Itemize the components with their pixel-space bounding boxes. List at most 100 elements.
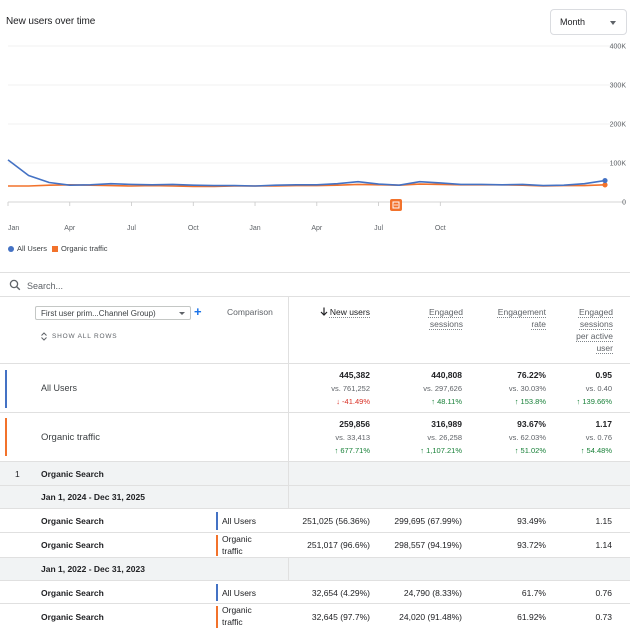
chart-card: New users over time Month 400K 300K 200K 10… xyxy=(0,0,630,270)
annotation-marker[interactable] xyxy=(390,199,402,211)
segment-name: Organic traffic xyxy=(222,534,252,556)
legend-item-all-users[interactable]: All Users xyxy=(8,244,47,253)
segment-name: All Users xyxy=(222,516,257,526)
segment-name: All Users xyxy=(41,383,78,393)
chart-title: New users over time xyxy=(6,16,96,27)
table-row[interactable]: Organic Search All Users 32,654 (4.29%) … xyxy=(0,580,630,603)
x-tick-label: Jul xyxy=(127,225,136,232)
column-divider xyxy=(288,486,289,509)
show-all-rows-label: SHOW ALL ROWS xyxy=(52,333,118,340)
search-input[interactable]: Search... xyxy=(27,281,64,291)
segment-name: All Users xyxy=(222,588,257,598)
chevron-down-icon xyxy=(179,312,185,315)
segment-color-bar xyxy=(216,584,218,601)
arrow-down-icon xyxy=(320,307,328,316)
column-header-new-users[interactable]: New users xyxy=(300,306,370,318)
column-divider xyxy=(288,558,289,581)
cell-new-users: 251,017 (96.6%) xyxy=(307,540,370,550)
table-row[interactable]: Organic Search Organic traffic 32,645 (9… xyxy=(0,603,630,630)
cell-engaged-sessions: 24,790 (8.33%) xyxy=(403,588,462,598)
totals-row-all-users: All Users 445,382 vs. 761,252 ↓ -41.49% … xyxy=(0,363,630,412)
y-tick-label: 0 xyxy=(622,200,626,207)
y-tick-label: 300K xyxy=(610,83,627,90)
metric-new-users: 259,856 vs. 33,413 ↑ 677.71% xyxy=(334,419,370,455)
group-label: Organic Search xyxy=(41,469,104,479)
metric-sessions-per-user: 1.17 vs. 0.76 ↑ 54.48% xyxy=(580,419,612,455)
column-divider xyxy=(288,462,289,486)
cell-sessions-per-user: 0.76 xyxy=(595,588,612,598)
cell-sessions-per-user: 1.15 xyxy=(595,516,612,526)
expand-icon xyxy=(41,332,47,341)
table-header: First user prim...Channel Group) + SHOW … xyxy=(0,297,630,363)
cell-sessions-per-user: 1.14 xyxy=(595,540,612,550)
table-search[interactable]: Search... xyxy=(0,272,630,297)
row-label: Organic Search xyxy=(41,516,104,526)
row-label: Organic Search xyxy=(41,540,104,550)
chevron-down-icon xyxy=(610,21,616,25)
cell-engagement-rate: 93.49% xyxy=(517,516,546,526)
x-tick-label: Jan xyxy=(8,225,19,232)
row-index: 1 xyxy=(15,469,20,479)
search-icon xyxy=(9,279,21,291)
series-endpoint xyxy=(602,182,608,188)
y-tick-label: 200K xyxy=(610,122,627,129)
column-divider xyxy=(288,297,289,461)
period-row: Jan 1, 2024 - Dec 31, 2025 xyxy=(0,485,630,509)
segment-name: Organic traffic xyxy=(41,432,100,443)
legend-swatch xyxy=(52,245,59,252)
segment-color-bar xyxy=(5,418,7,456)
table-row[interactable]: Organic Search All Users 251,025 (56.36%… xyxy=(0,508,630,532)
metric-sessions-per-user: 0.95 vs. 0.40 ↑ 139.66% xyxy=(576,370,612,406)
legend-item-organic-traffic[interactable]: Organic traffic xyxy=(52,244,108,253)
x-tick-label: Jul xyxy=(374,225,383,232)
granularity-select[interactable]: Month xyxy=(550,9,627,35)
legend-label: Organic traffic xyxy=(61,244,108,253)
cell-sessions-per-user: 0.73 xyxy=(595,612,612,622)
line-chart: 400K 300K 200K 100K 0 Jan Apr Jul Oct Jan Apr Jul O… xyxy=(7,44,627,232)
add-dimension-button[interactable]: + xyxy=(194,304,202,319)
chart-legend: All Users Organic traffic xyxy=(8,244,108,253)
period-row: Jan 1, 2022 - Dec 31, 2023 xyxy=(0,557,630,581)
cell-engaged-sessions: 299,695 (67.99%) xyxy=(394,516,462,526)
cell-new-users: 251,025 (56.36%) xyxy=(302,516,370,526)
segment-color-bar xyxy=(216,535,218,556)
cell-engagement-rate: 61.7% xyxy=(521,588,546,598)
row-label: Organic Search xyxy=(41,612,104,622)
metric-new-users: 445,382 vs. 761,252 ↓ -41.49% xyxy=(331,370,370,406)
show-all-rows-button[interactable]: SHOW ALL ROWS xyxy=(40,332,117,341)
period-label: Jan 1, 2024 - Dec 31, 2025 xyxy=(41,492,145,502)
series-endpoint xyxy=(602,177,608,184)
group-row[interactable]: 1 Organic Search xyxy=(0,461,630,486)
cell-new-users: 32,645 (97.7%) xyxy=(311,612,370,622)
granularity-select-value: Month xyxy=(560,17,586,27)
x-tick-label: Oct xyxy=(435,225,446,232)
cell-engagement-rate: 61.92% xyxy=(517,612,546,622)
table-row[interactable]: Organic Search Organic traffic 251,017 (… xyxy=(0,532,630,557)
x-tick-label: Oct xyxy=(188,225,199,232)
metric-engaged-sessions: 440,808 vs. 297,626 ↑ 48.11% xyxy=(423,370,462,406)
note-icon xyxy=(392,201,400,209)
segment-color-bar xyxy=(216,606,218,628)
x-tick-label: Apr xyxy=(64,225,76,232)
y-tick-label: 100K xyxy=(610,161,627,168)
metric-engaged-sessions: 316,989 vs. 26,258 ↑ 1,107.21% xyxy=(420,419,462,455)
comparison-header: Comparison xyxy=(227,307,273,317)
column-header-engagement-rate[interactable]: Engagement rate xyxy=(497,307,546,329)
y-tick-label: 400K xyxy=(610,44,627,51)
cell-engaged-sessions: 298,557 (94.19%) xyxy=(394,540,462,550)
totals-row-organic-traffic: Organic traffic 259,856 vs. 33,413 ↑ 677… xyxy=(0,412,630,461)
dimension-select[interactable]: First user prim...Channel Group) xyxy=(35,306,191,320)
cell-engagement-rate: 93.72% xyxy=(517,540,546,550)
column-header-engaged-sessions[interactable]: Engaged sessions xyxy=(428,307,463,329)
series-line-all-users[interactable] xyxy=(7,159,606,187)
column-header-engaged-sessions-per-active-user[interactable]: Engaged sessions per active user xyxy=(576,307,613,353)
cell-new-users: 32,654 (4.29%) xyxy=(311,588,370,598)
metric-engagement-rate: 93.67% vs. 62.03% ↑ 51.02% xyxy=(508,419,546,455)
segment-color-bar xyxy=(5,370,7,408)
dimension-select-value: First user prim...Channel Group) xyxy=(41,309,156,318)
period-label: Jan 1, 2022 - Dec 31, 2023 xyxy=(41,564,145,574)
segment-name: Organic traffic xyxy=(222,605,252,627)
cell-engaged-sessions: 24,020 (91.48%) xyxy=(399,612,462,622)
legend-swatch xyxy=(8,245,14,252)
metric-engagement-rate: 76.22% vs. 30.03% ↑ 153.8% xyxy=(508,370,546,406)
